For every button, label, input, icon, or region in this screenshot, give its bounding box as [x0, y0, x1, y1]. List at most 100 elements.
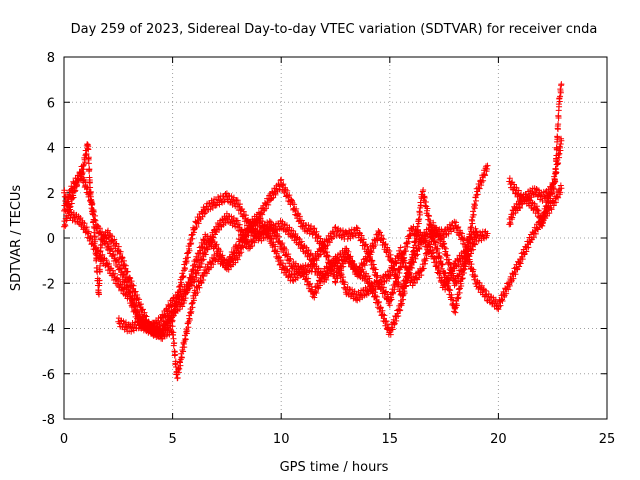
- data-point: [172, 351, 179, 358]
- data-point: [70, 214, 77, 221]
- data-point: [91, 240, 98, 247]
- data-point: [550, 202, 557, 209]
- plot-frame: [63, 56, 608, 420]
- data-point: [228, 193, 235, 200]
- data-point: [358, 232, 365, 239]
- data-point: [136, 296, 143, 303]
- data-point: [234, 217, 241, 224]
- data-point: [305, 247, 312, 254]
- data-point: [279, 240, 286, 247]
- data-point: [525, 244, 532, 251]
- data-point: [354, 225, 361, 232]
- data-point: [265, 228, 272, 235]
- data-point: [558, 137, 565, 144]
- data-point: [515, 187, 522, 194]
- data-point: [372, 293, 379, 300]
- data-point: [467, 250, 474, 257]
- data-point: [243, 222, 250, 229]
- data-point: [521, 251, 528, 258]
- data-point: [195, 269, 202, 276]
- data-point: [412, 252, 419, 259]
- data-point: [179, 303, 186, 310]
- data-point: [171, 339, 178, 346]
- data-point: [203, 270, 210, 277]
- data-point: [425, 248, 432, 255]
- data-point: [452, 280, 459, 287]
- data-point: [183, 289, 190, 296]
- data-point: [296, 213, 303, 220]
- data-point: [184, 327, 191, 334]
- data-point: [444, 282, 451, 289]
- data-point: [514, 266, 521, 273]
- data-point: [117, 265, 124, 272]
- data-point: [182, 295, 189, 302]
- data-point: [349, 257, 356, 264]
- data-point: [359, 266, 366, 273]
- x-tick-label: 5: [168, 432, 176, 447]
- data-point: [189, 273, 196, 280]
- data-point: [186, 282, 193, 289]
- data-point: [470, 211, 477, 218]
- data-point: [533, 203, 540, 210]
- data-point: [157, 326, 164, 333]
- data-point: [225, 266, 232, 273]
- data-point: [428, 238, 435, 245]
- data-point: [240, 244, 247, 251]
- data-point: [313, 228, 320, 235]
- data-point: [471, 231, 478, 238]
- data-point: [519, 256, 526, 263]
- data-point: [96, 277, 103, 284]
- data-point: [448, 294, 455, 301]
- data-point: [393, 280, 400, 287]
- data-point: [317, 235, 324, 242]
- data-point: [473, 192, 480, 199]
- data-point: [119, 254, 126, 261]
- data-point: [81, 220, 88, 227]
- data-point: [512, 271, 519, 278]
- data-point: [528, 194, 535, 201]
- data-point: [497, 297, 504, 304]
- data-point: [363, 276, 370, 283]
- data-point: [369, 257, 376, 264]
- data-point: [311, 225, 318, 232]
- data-point: [425, 213, 432, 220]
- data-point: [131, 303, 138, 310]
- y-tick-label: -6: [42, 368, 55, 383]
- data-point: [389, 258, 396, 265]
- data-point: [118, 266, 125, 273]
- data-point: [73, 181, 80, 188]
- data-point: [437, 254, 444, 261]
- data-point: [99, 228, 106, 235]
- data-point: [347, 253, 354, 260]
- data-point: [178, 281, 185, 288]
- data-point: [64, 215, 71, 222]
- data-point: [240, 208, 247, 215]
- data-point: [441, 244, 448, 251]
- data-point: [473, 197, 480, 204]
- data-point: [401, 283, 408, 290]
- data-point: [387, 272, 394, 279]
- data-point: [477, 232, 484, 239]
- data-point: [468, 261, 475, 268]
- data-point: [555, 114, 562, 121]
- data-point: [392, 282, 399, 289]
- data-point: [327, 270, 334, 277]
- data-point: [124, 278, 131, 285]
- x-tick-label: 15: [382, 432, 399, 447]
- data-point: [207, 206, 214, 213]
- data-point: [117, 248, 124, 255]
- data-point: [334, 259, 341, 266]
- data-point: [63, 194, 70, 201]
- data-point: [262, 205, 269, 212]
- data-point: [478, 179, 485, 186]
- data-point: [279, 260, 286, 267]
- data-point: [427, 241, 434, 248]
- data-point: [210, 261, 217, 268]
- data-point: [506, 175, 513, 182]
- data-point: [557, 140, 564, 147]
- data-point: [329, 267, 336, 274]
- data-point: [517, 205, 524, 212]
- data-point: [319, 248, 326, 255]
- data-point: [389, 326, 396, 333]
- data-point: [97, 262, 104, 269]
